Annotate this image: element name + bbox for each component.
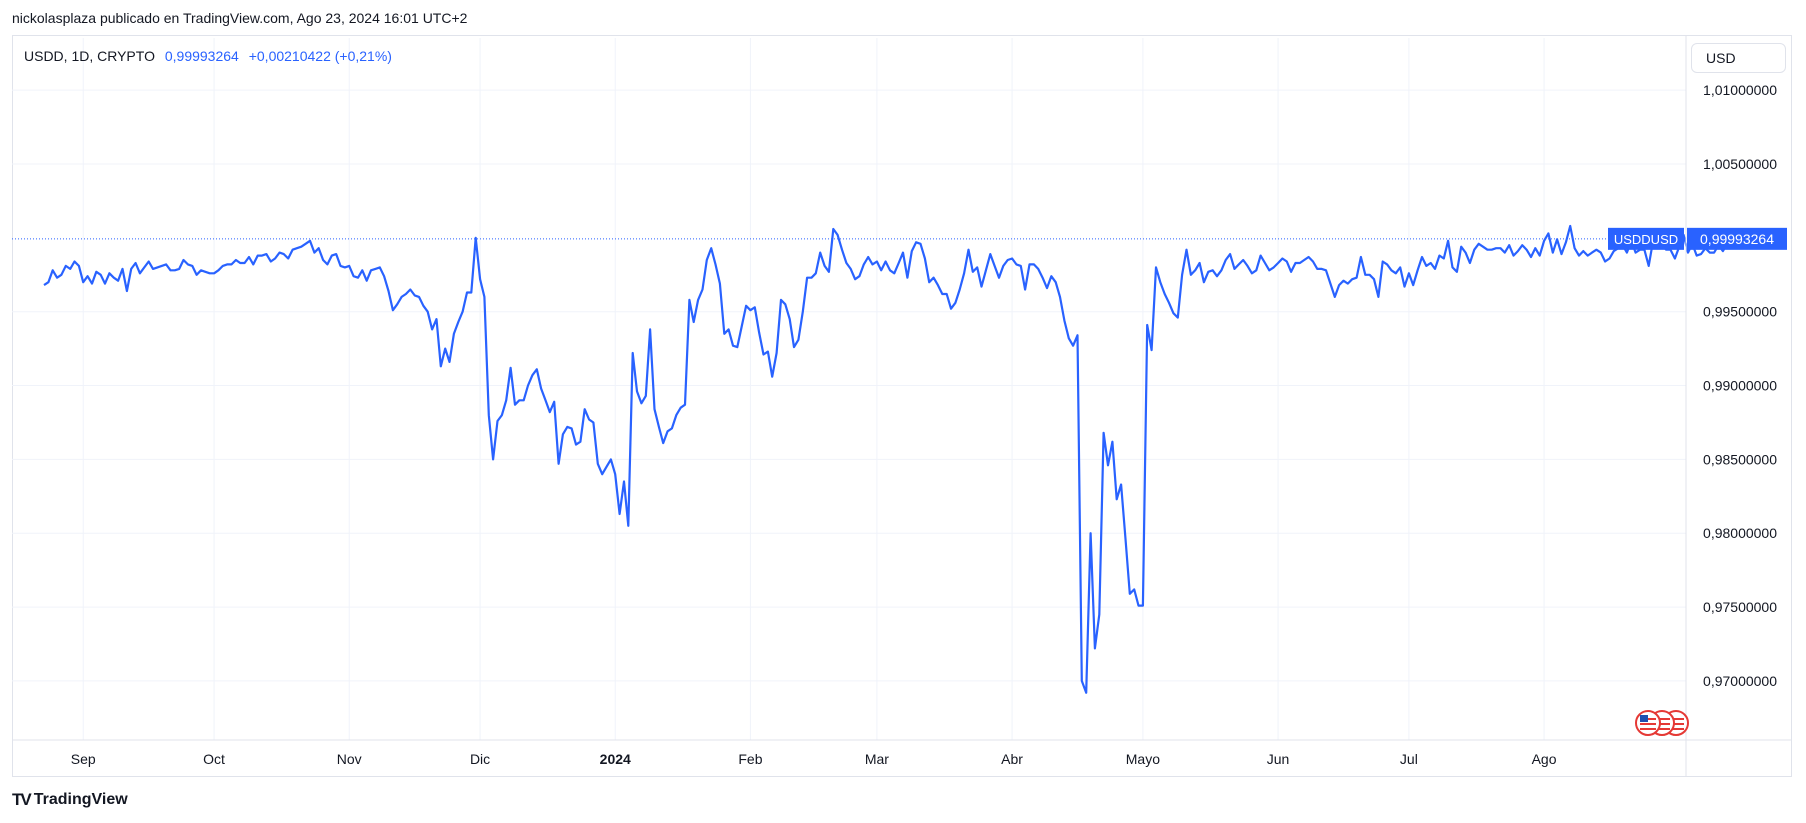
chart-series [12,224,1737,694]
y-tick-label: 1,00500000 [1703,156,1777,172]
y-tick-label: 0,97000000 [1703,673,1777,689]
chart-grid [12,38,1686,740]
chart-legend[interactable]: USDD, 1D, CRYPTO 0,99993264 +0,00210422 … [24,48,392,64]
price-tag-symbol-bg [1608,227,1684,250]
legend-symbol[interactable]: USDD, 1D, CRYPTO [24,48,155,64]
currency-button[interactable]: USD [1691,43,1786,73]
x-tick-label: Jun [1267,751,1290,767]
tradingview-logo-icon: TV [12,790,32,809]
flag-1 [1635,710,1661,736]
x-tick-label: Ago [1532,751,1557,767]
footer-brand: TradingView [33,791,128,808]
x-tick-label: Mayo [1126,751,1160,767]
y-tick-label: 0,98500000 [1703,451,1777,467]
price-line [43,224,1737,694]
price-tag-value-bg [1687,227,1787,250]
x-tick-label: Oct [203,751,225,767]
x-tick-label: Abr [1001,751,1023,767]
footer-branding[interactable]: TV TradingView [12,790,128,810]
chart-price-tag: USDDUSD 0,99993264 [1608,227,1787,250]
y-tick-label: 1,01000000 [1703,82,1777,98]
x-tick-label: Nov [337,751,362,767]
chart-frame[interactable] [12,35,1792,777]
y-tick-label: 0,99500000 [1703,304,1777,320]
chart-axes: 1,01000000 1,00500000 0,99500000 0,99000000… [12,36,1792,776]
price-tag-value: 0,99993264 [1700,231,1774,247]
y-tick-label: 0,98000000 [1703,525,1777,541]
published-text: nickolasplaza publicado en TradingView.c… [12,10,468,26]
price-tag-symbol: USDDUSD [1614,232,1678,247]
legend-price: 0,99993264 [164,48,239,64]
us-flag-icon[interactable] [1634,707,1690,739]
x-tick-label: 2024 [600,751,631,767]
x-tick-label: Mar [865,751,889,767]
x-tick-label: Feb [738,751,762,767]
x-tick-label: Sep [71,751,96,767]
x-tick-label: Jul [1400,751,1418,767]
y-tick-label: 0,97500000 [1703,599,1777,615]
legend-change: +0,00210422 (+0,21%) [248,48,392,64]
y-tick-label: 0,99000000 [1703,378,1777,394]
x-tick-label: Dic [470,751,490,767]
